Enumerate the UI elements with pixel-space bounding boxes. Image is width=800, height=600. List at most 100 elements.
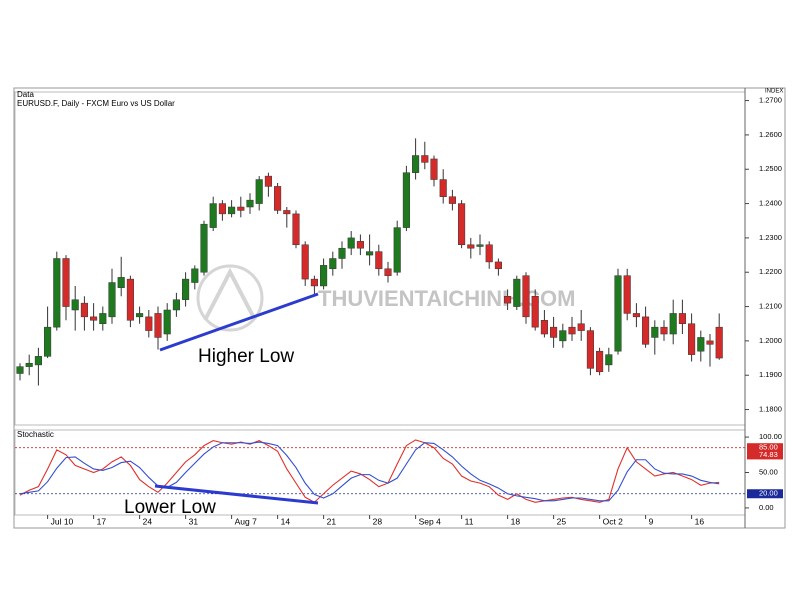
level-label: 85.00 xyxy=(759,443,778,452)
x-tick-label: 31 xyxy=(189,516,199,526)
x-tick-label: 24 xyxy=(143,516,153,526)
candle-body xyxy=(439,179,447,197)
candle-body xyxy=(678,313,686,324)
candle-body xyxy=(596,350,604,373)
x-tick-label: Oct 2 xyxy=(603,516,624,526)
x-tick-label: 9 xyxy=(649,516,654,526)
candle-body xyxy=(669,313,677,335)
panel-label: Stochastic xyxy=(17,430,54,439)
candle-body xyxy=(485,244,493,263)
y-tick-label: 100.00 xyxy=(759,432,782,441)
candle-body xyxy=(651,326,659,338)
axis-label: INDEX xyxy=(765,89,783,95)
x-tick-label: Jul 10 xyxy=(51,516,74,526)
y-tick-label: 1.2600 xyxy=(759,130,782,139)
candle-body xyxy=(292,213,300,246)
candle-body xyxy=(448,196,456,204)
candle-body xyxy=(632,313,640,318)
level-box xyxy=(747,443,783,453)
candle-body xyxy=(623,275,631,314)
candle-body xyxy=(283,210,291,215)
candle-body xyxy=(476,244,484,247)
y-tick-label: 1.2200 xyxy=(759,267,782,276)
candle-body xyxy=(550,326,558,338)
candle-body xyxy=(34,356,42,366)
candle-body xyxy=(467,244,475,249)
y-tick-label: 0.00 xyxy=(759,503,774,512)
candle-body xyxy=(108,282,116,318)
y-tick-label: 1.1900 xyxy=(759,370,782,379)
stochastic-line xyxy=(19,441,720,502)
candle-body xyxy=(218,203,226,215)
candle-body xyxy=(522,275,530,318)
candle-body xyxy=(531,296,539,328)
candle-body xyxy=(16,366,24,374)
candle-body xyxy=(90,316,98,321)
candle-body xyxy=(540,320,548,335)
candle-body xyxy=(688,323,696,355)
candle-body xyxy=(402,172,410,228)
candle-body xyxy=(274,186,282,211)
candle-body xyxy=(228,206,236,215)
candle-body xyxy=(715,326,723,359)
candle-body xyxy=(53,258,61,328)
y-tick-label: 1.2300 xyxy=(759,233,782,242)
candle-body xyxy=(494,261,502,270)
candle-body xyxy=(320,265,328,287)
x-tick-label: 18 xyxy=(511,516,521,526)
annotation: Higher Low xyxy=(198,346,294,367)
y-tick-label: 1.2100 xyxy=(759,302,782,311)
candle-body xyxy=(71,299,79,311)
candle-body xyxy=(458,203,466,246)
candle-body xyxy=(660,326,668,335)
candle-body xyxy=(356,241,364,249)
chart-frame xyxy=(13,87,786,529)
candle-body xyxy=(62,258,70,307)
candle-body xyxy=(154,313,162,338)
candle-body xyxy=(172,299,180,311)
candle-body xyxy=(559,330,567,342)
candle-body xyxy=(504,296,512,304)
x-tick-label: 16 xyxy=(695,516,705,526)
x-tick-label: 14 xyxy=(281,516,291,526)
candle-body xyxy=(99,313,107,324)
x-tick-label: 21 xyxy=(327,516,337,526)
watermark-logo xyxy=(196,264,264,332)
candle-body xyxy=(136,313,144,318)
chart-title: EURUSD.F, Daily - FXCM Euro vs US Dollar xyxy=(17,99,175,108)
candle-body xyxy=(237,206,245,211)
candle-body xyxy=(421,155,429,163)
candle-body xyxy=(25,362,33,367)
candle-body xyxy=(706,340,714,345)
readout-box xyxy=(747,450,783,460)
candle-body xyxy=(80,302,88,318)
level-box xyxy=(747,489,783,499)
trend-line xyxy=(154,484,319,505)
y-tick-label: 1.2500 xyxy=(759,164,782,173)
candle-body xyxy=(163,309,171,335)
candle-body xyxy=(412,155,420,173)
candle-body xyxy=(255,179,263,204)
x-tick-label: 11 xyxy=(465,516,474,526)
candle-body xyxy=(209,203,217,228)
readout-label: 74.83 xyxy=(759,450,778,459)
x-tick-label: Sep 4 xyxy=(419,516,441,526)
candle-body xyxy=(430,158,438,180)
candle-body xyxy=(366,251,374,256)
candle-body xyxy=(577,323,585,331)
panel-label: Data xyxy=(17,90,34,99)
y-tick-label: 1.2000 xyxy=(759,336,782,345)
candle-body xyxy=(614,275,622,352)
candle-body xyxy=(513,278,521,307)
candle-body xyxy=(44,326,52,357)
candle-body xyxy=(246,199,254,208)
candle-body xyxy=(310,278,318,287)
x-tick-label: 25 xyxy=(557,516,567,526)
x-tick-label: Aug 7 xyxy=(235,516,257,526)
candle-body xyxy=(384,268,392,276)
candle-body xyxy=(605,354,613,366)
candle-body xyxy=(117,277,125,288)
candle-body xyxy=(126,278,134,321)
